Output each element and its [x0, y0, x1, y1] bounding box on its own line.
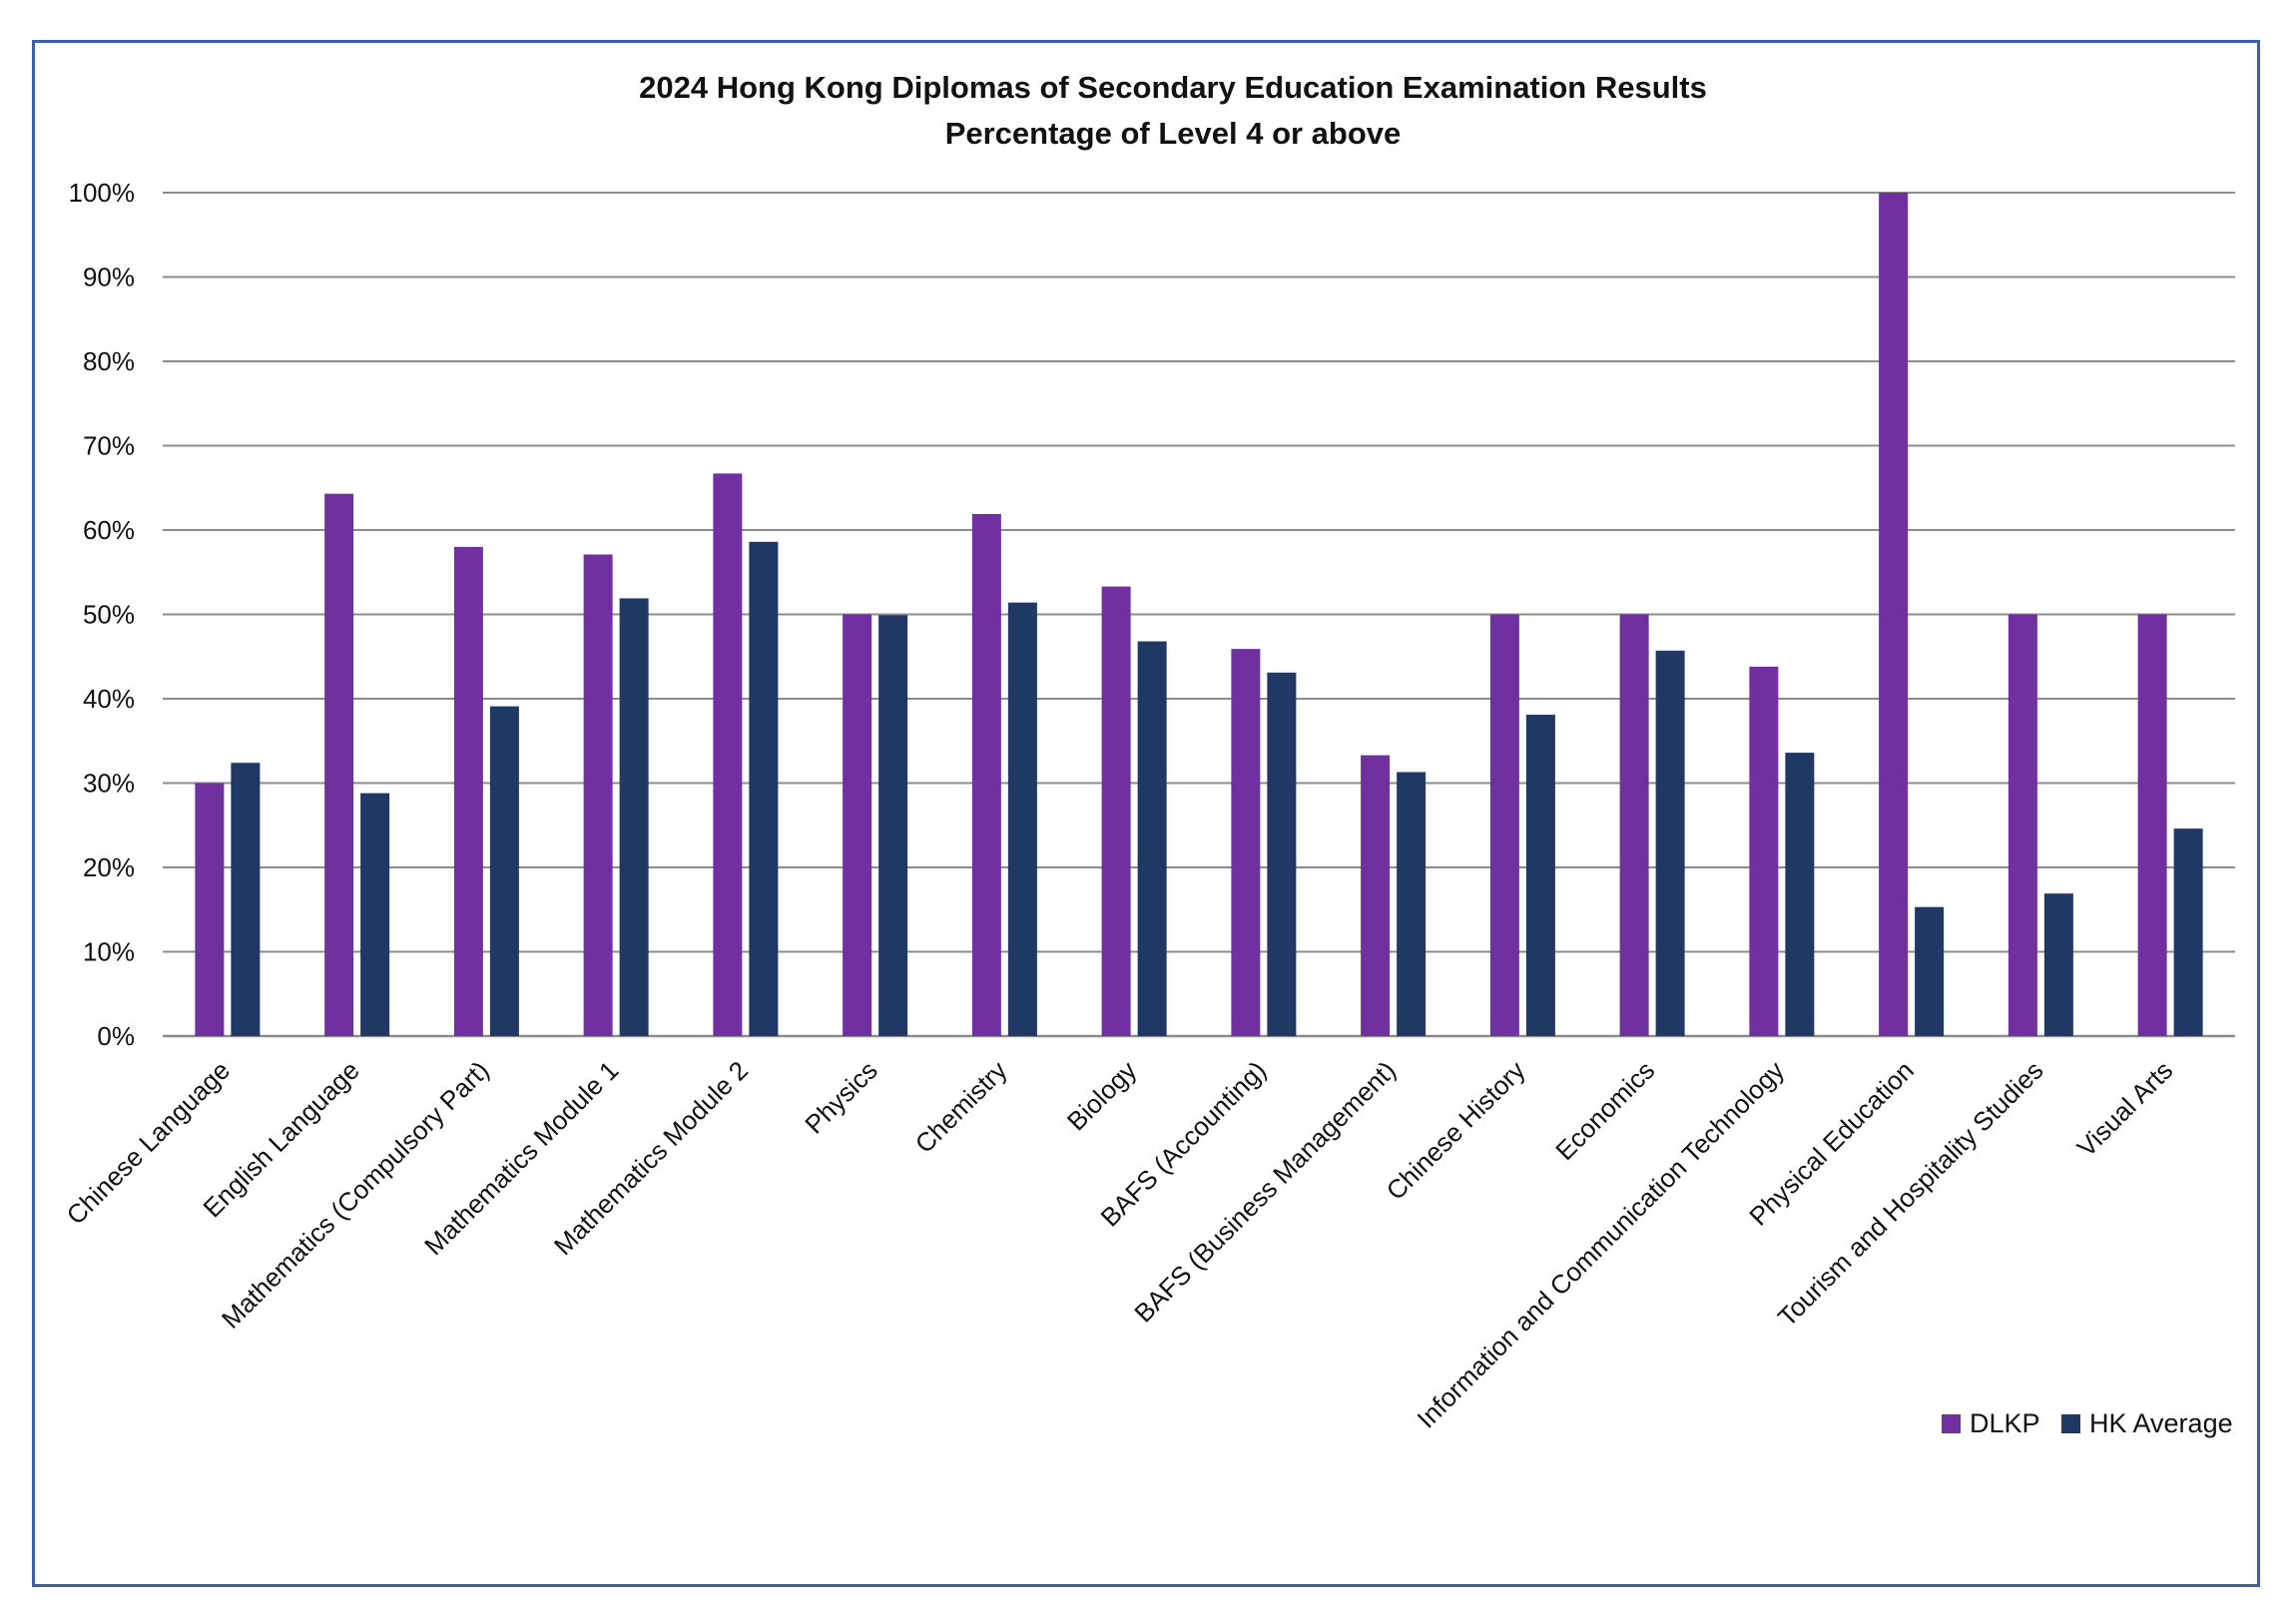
legend-label-dlkp: DLKP — [1970, 1408, 2040, 1438]
x-category-label: Tourism and Hospitality Studies — [1772, 1055, 2049, 1333]
bar-dlkp — [1101, 586, 1131, 1036]
bar-dlkp — [1231, 649, 1261, 1036]
x-category-label: Mathematics (Compulsory Part) — [216, 1055, 495, 1335]
bar-hk-average — [1137, 641, 1167, 1036]
bars — [195, 193, 2203, 1036]
y-tick-label: 0% — [97, 1021, 135, 1051]
bar-hk-average — [619, 598, 649, 1036]
bar-hk-average — [2043, 893, 2073, 1036]
legend-swatch-hk-average — [2061, 1414, 2080, 1433]
x-category-label: Economics — [1549, 1055, 1660, 1166]
bar-dlkp — [1879, 193, 1909, 1036]
x-category-label: Chinese History — [1381, 1055, 1531, 1206]
y-tick-label: 60% — [83, 515, 135, 545]
x-category-label: Biology — [1061, 1055, 1143, 1137]
bar-hk-average — [749, 541, 779, 1036]
chart-subtitle: Percentage of Level 4 or above — [945, 116, 1402, 151]
x-category-label: BAFS (Business Management) — [1128, 1055, 1402, 1329]
bar-dlkp — [843, 614, 872, 1036]
bar-hk-average — [1267, 672, 1297, 1036]
bar-dlkp — [2008, 614, 2037, 1036]
bar-dlkp — [971, 513, 1001, 1036]
bar-dlkp — [1749, 666, 1779, 1036]
bar-hk-average — [1915, 906, 1945, 1036]
y-tick-label: 100% — [69, 178, 136, 208]
y-tick-label: 10% — [83, 937, 135, 967]
y-tick-label: 40% — [83, 684, 135, 714]
legend: DLKP HK Average — [1942, 1408, 2233, 1438]
y-tick-label: 80% — [83, 346, 135, 376]
bar-hk-average — [360, 793, 390, 1036]
bar-hk-average — [2173, 828, 2203, 1036]
bar-dlkp — [195, 783, 225, 1036]
bar-hk-average — [1525, 715, 1555, 1036]
bar-hk-average — [878, 615, 908, 1036]
y-tick-label: 30% — [83, 769, 135, 799]
bar-dlkp — [2137, 614, 2167, 1036]
x-category-label: Chemistry — [909, 1055, 1013, 1159]
bar-chart: 2024 Hong Kong Diplomas of Secondary Edu… — [61, 70, 2235, 1438]
chart-frame: 2024 Hong Kong Diplomas of Secondary Edu… — [32, 40, 2260, 1587]
bar-hk-average — [1655, 650, 1685, 1036]
y-tick-label: 90% — [83, 263, 135, 292]
bar-dlkp — [1489, 614, 1519, 1036]
y-tick-label: 20% — [83, 852, 135, 882]
bar-hk-average — [489, 706, 519, 1036]
bar-dlkp — [583, 554, 613, 1036]
x-category-label: Physics — [799, 1055, 883, 1140]
y-axis-ticks: 0% 10% 20% 30% 40% 50% 60% 70% 80% 90% 100% — [69, 178, 136, 1051]
bar-hk-average — [1785, 753, 1815, 1036]
bar-hk-average — [1397, 772, 1427, 1036]
x-category-label: Visual Arts — [2071, 1055, 2179, 1163]
bar-dlkp — [324, 493, 354, 1036]
bar-hk-average — [1007, 602, 1037, 1036]
legend-label-hk-average: HK Average — [2089, 1408, 2233, 1438]
bar-dlkp — [453, 546, 483, 1036]
bar-dlkp — [1361, 755, 1391, 1036]
y-tick-label: 70% — [83, 431, 135, 461]
bar-hk-average — [231, 763, 261, 1036]
bar-dlkp — [713, 473, 743, 1036]
bar-dlkp — [1619, 614, 1649, 1036]
legend-swatch-dlkp — [1942, 1414, 1961, 1433]
y-tick-label: 50% — [83, 600, 135, 630]
chart-title: 2024 Hong Kong Diplomas of Secondary Edu… — [639, 70, 1707, 105]
